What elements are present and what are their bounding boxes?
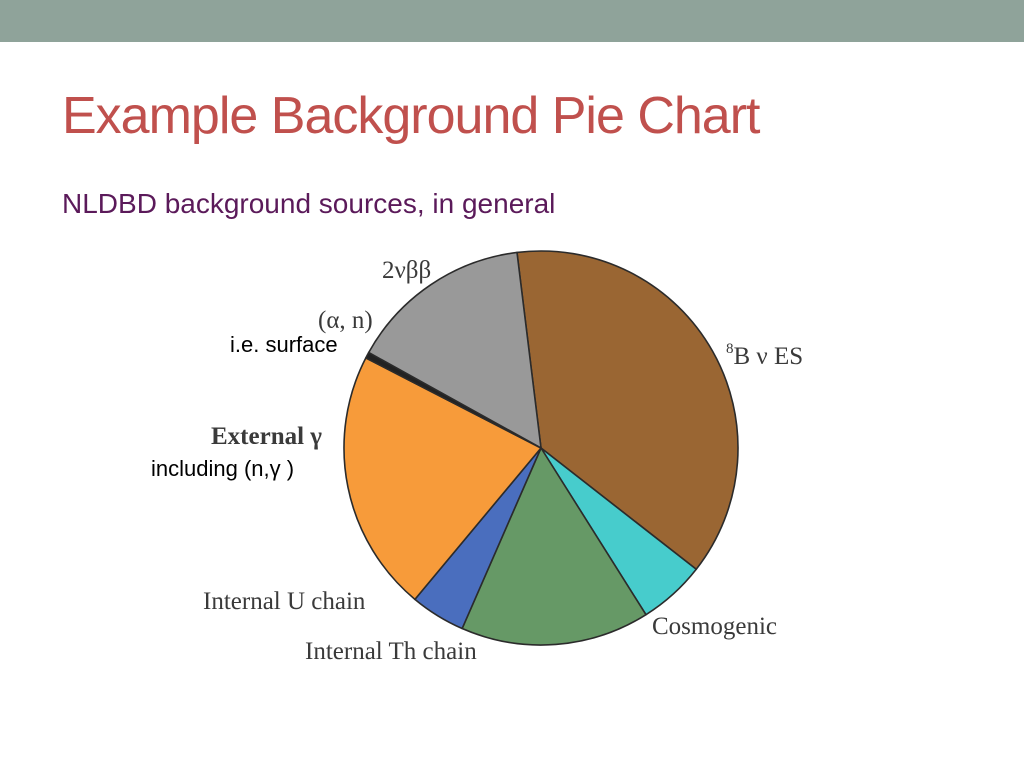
pie-slice-0	[516, 250, 739, 571]
annotation-surface: i.e. surface	[230, 332, 338, 357]
label-cosmogenic: Cosmogenic	[652, 613, 777, 640]
pie-slice-2	[461, 447, 647, 646]
label-2nubb: 2νββ	[382, 257, 431, 284]
label-8b-nu-es: 8B ν ES	[726, 341, 803, 370]
pie-slice-4	[343, 357, 542, 601]
label-external-gamma: External γ	[211, 423, 322, 450]
label-internal-th-chain: Internal Th chain	[305, 638, 477, 665]
pie-slices	[343, 250, 739, 646]
slide-title: Example Background Pie Chart	[62, 87, 760, 145]
slide-subtitle: NLDBD background sources, in general	[62, 188, 556, 219]
label-alpha-n: (α, n)	[318, 307, 373, 334]
label-internal-u-chain: Internal U chain	[203, 588, 366, 615]
pie-slice-6	[367, 251, 542, 449]
annotation-including-n-gamma: including (n,γ )	[151, 456, 294, 481]
top-accent-bar	[0, 0, 1024, 42]
